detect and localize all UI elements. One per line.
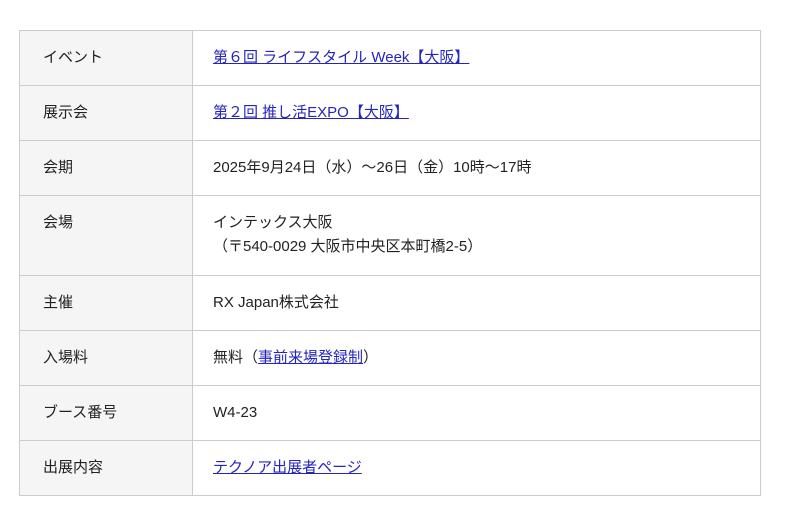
table-row-organizer: 主催 RX Japan株式会社 [19, 275, 761, 331]
venue-address: （〒540-0029 大阪市中央区本町橋2-5） [213, 238, 483, 255]
row-event-label: イベント [19, 30, 193, 86]
pre-registration-link[interactable]: 事前来場登録制 [258, 349, 364, 366]
table-row-exhibitor-page: 出展内容 テクノア出展者ページ [19, 440, 761, 496]
table-row-booth: ブース番号 W4-23 [19, 385, 761, 441]
venue-name: インテックス大阪 [213, 214, 333, 231]
admission-suffix: ） [363, 349, 379, 366]
row-event-value: 第６回 ライフスタイル Week【大阪】 [192, 30, 761, 86]
row-venue-label: 会場 [19, 195, 193, 276]
row-admission-value: 無料（事前来場登録制） [192, 330, 761, 386]
row-admission-label: 入場料 [19, 330, 193, 386]
exhibitor-page-link[interactable]: テクノア出展者ページ [213, 459, 362, 476]
row-venue-value: インテックス大阪 （〒540-0029 大阪市中央区本町橋2-5） [192, 195, 761, 276]
row-exhibition-value: 第２回 推し活EXPO【大阪】 [192, 85, 761, 141]
admission-prefix: 無料（ [213, 349, 259, 366]
row-booth-label: ブース番号 [19, 385, 193, 441]
event-link[interactable]: 第６回 ライフスタイル Week【大阪】 [213, 49, 470, 66]
row-exhibitor-page-value: テクノア出展者ページ [192, 440, 761, 496]
exhibition-link[interactable]: 第２回 推し活EXPO【大阪】 [213, 104, 409, 121]
table-row-venue: 会場 インテックス大阪 （〒540-0029 大阪市中央区本町橋2-5） [19, 195, 761, 276]
row-exhibition-label: 展示会 [19, 85, 193, 141]
event-info-table: イベント 第６回 ライフスタイル Week【大阪】 展示会 第２回 推し活EXP… [19, 30, 761, 496]
row-exhibitor-page-label: 出展内容 [19, 440, 193, 496]
table-row-exhibition: 展示会 第２回 推し活EXPO【大阪】 [19, 85, 761, 141]
table-row-dates: 会期 2025年9月24日（水）〜26日（金）10時〜17時 [19, 140, 761, 196]
row-dates-value: 2025年9月24日（水）〜26日（金）10時〜17時 [192, 140, 761, 196]
row-dates-label: 会期 [19, 140, 193, 196]
row-organizer-label: 主催 [19, 275, 193, 331]
table-row-event: イベント 第６回 ライフスタイル Week【大阪】 [19, 30, 761, 86]
row-organizer-value: RX Japan株式会社 [192, 275, 761, 331]
table-row-admission: 入場料 無料（事前来場登録制） [19, 330, 761, 386]
row-booth-value: W4-23 [192, 385, 761, 441]
